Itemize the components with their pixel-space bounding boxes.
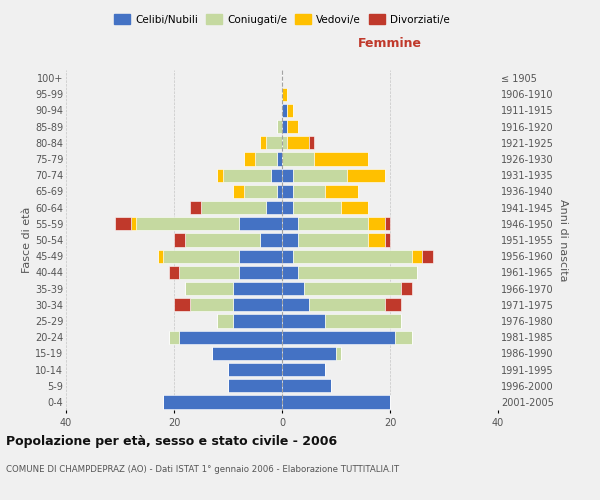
- Bar: [282, 152, 314, 166]
- Y-axis label: Anni di nascita: Anni di nascita: [557, 198, 568, 281]
- Bar: [201, 201, 266, 214]
- Bar: [223, 168, 271, 182]
- Bar: [255, 152, 277, 166]
- Bar: [282, 250, 293, 263]
- Bar: [282, 217, 298, 230]
- Bar: [233, 282, 282, 295]
- Bar: [309, 298, 385, 312]
- Bar: [368, 234, 385, 246]
- Bar: [190, 201, 201, 214]
- Bar: [287, 120, 298, 134]
- Bar: [163, 396, 282, 408]
- Bar: [314, 152, 368, 166]
- Bar: [266, 201, 282, 214]
- Bar: [271, 168, 282, 182]
- Bar: [233, 314, 282, 328]
- Bar: [395, 330, 412, 344]
- Bar: [282, 88, 287, 101]
- Bar: [385, 234, 390, 246]
- Bar: [298, 234, 368, 246]
- Bar: [282, 379, 331, 392]
- Bar: [115, 217, 131, 230]
- Bar: [304, 282, 401, 295]
- Bar: [179, 266, 239, 279]
- Bar: [325, 314, 401, 328]
- Bar: [158, 250, 163, 263]
- Text: Femmine: Femmine: [358, 36, 422, 50]
- Bar: [422, 250, 433, 263]
- Bar: [174, 234, 185, 246]
- Bar: [136, 217, 239, 230]
- Bar: [282, 104, 287, 117]
- Bar: [385, 217, 390, 230]
- Bar: [277, 152, 282, 166]
- Text: COMUNE DI CHAMPDEPRAZ (AO) - Dati ISTAT 1° gennaio 2006 - Elaborazione TUTTITALI: COMUNE DI CHAMPDEPRAZ (AO) - Dati ISTAT …: [6, 465, 399, 474]
- Bar: [131, 217, 136, 230]
- Bar: [169, 330, 179, 344]
- Bar: [174, 298, 190, 312]
- Bar: [282, 136, 287, 149]
- Bar: [244, 185, 277, 198]
- Bar: [412, 250, 422, 263]
- Bar: [287, 104, 293, 117]
- Text: Popolazione per età, sesso e stato civile - 2006: Popolazione per età, sesso e stato civil…: [6, 435, 337, 448]
- Bar: [293, 201, 341, 214]
- Bar: [233, 185, 244, 198]
- Bar: [228, 379, 282, 392]
- Bar: [185, 282, 233, 295]
- Bar: [282, 396, 390, 408]
- Bar: [217, 168, 223, 182]
- Bar: [341, 201, 368, 214]
- Bar: [325, 185, 358, 198]
- Bar: [239, 266, 282, 279]
- Bar: [368, 217, 385, 230]
- Bar: [282, 201, 293, 214]
- Bar: [212, 346, 282, 360]
- Bar: [169, 266, 179, 279]
- Bar: [401, 282, 412, 295]
- Bar: [190, 298, 233, 312]
- Bar: [282, 346, 336, 360]
- Bar: [185, 234, 260, 246]
- Bar: [336, 346, 341, 360]
- Bar: [385, 298, 401, 312]
- Bar: [282, 120, 287, 134]
- Bar: [282, 234, 298, 246]
- Bar: [309, 136, 314, 149]
- Bar: [282, 282, 304, 295]
- Bar: [298, 266, 417, 279]
- Bar: [217, 314, 233, 328]
- Bar: [282, 363, 325, 376]
- Bar: [277, 185, 282, 198]
- Legend: Celibi/Nubili, Coniugati/e, Vedovi/e, Divorziati/e: Celibi/Nubili, Coniugati/e, Vedovi/e, Di…: [110, 10, 454, 29]
- Bar: [233, 298, 282, 312]
- Bar: [282, 266, 298, 279]
- Bar: [347, 168, 385, 182]
- Bar: [228, 363, 282, 376]
- Bar: [239, 217, 282, 230]
- Bar: [298, 217, 368, 230]
- Bar: [266, 136, 282, 149]
- Bar: [163, 250, 239, 263]
- Bar: [179, 330, 282, 344]
- Bar: [277, 120, 282, 134]
- Bar: [282, 185, 293, 198]
- Y-axis label: Fasce di età: Fasce di età: [22, 207, 32, 273]
- Bar: [244, 152, 255, 166]
- Bar: [260, 234, 282, 246]
- Bar: [282, 298, 309, 312]
- Bar: [293, 168, 347, 182]
- Bar: [287, 136, 309, 149]
- Bar: [293, 250, 412, 263]
- Bar: [282, 314, 325, 328]
- Bar: [260, 136, 266, 149]
- Bar: [282, 330, 395, 344]
- Bar: [239, 250, 282, 263]
- Bar: [282, 168, 293, 182]
- Bar: [293, 185, 325, 198]
